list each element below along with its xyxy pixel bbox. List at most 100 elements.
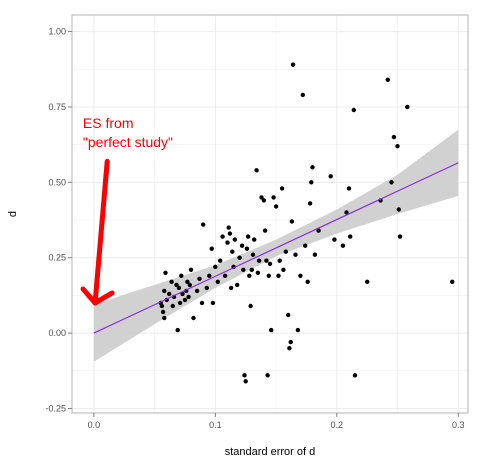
data-point	[176, 285, 182, 291]
data-point	[215, 279, 220, 284]
data-point	[237, 255, 242, 260]
data-point	[269, 327, 274, 333]
data-point	[450, 279, 455, 284]
data-point	[300, 92, 305, 98]
data-point	[352, 373, 358, 378]
data-point	[348, 234, 353, 239]
data-point	[312, 252, 318, 257]
data-point	[395, 144, 400, 149]
data-point	[283, 249, 288, 254]
data-point	[228, 285, 234, 291]
x-tick-label: 0.1	[209, 420, 222, 430]
data-point	[397, 234, 403, 239]
data-point	[185, 279, 190, 284]
data-point	[396, 207, 401, 212]
data-points	[158, 62, 455, 384]
data-point	[328, 174, 333, 179]
data-point	[169, 279, 174, 284]
data-point	[261, 198, 267, 203]
data-point	[245, 234, 251, 239]
data-point	[222, 273, 228, 278]
x-tick-label: 0.0	[88, 420, 101, 430]
data-point	[365, 279, 370, 284]
data-point	[255, 270, 261, 275]
fit-line-group	[93, 162, 459, 334]
fit-line	[93, 162, 459, 334]
data-point	[281, 267, 286, 272]
data-point	[243, 379, 248, 384]
data-point	[167, 291, 172, 297]
data-point	[340, 243, 346, 248]
data-point	[305, 279, 310, 284]
data-point	[262, 228, 268, 233]
data-point	[213, 264, 218, 269]
x-tick-label: 0.3	[452, 420, 465, 430]
y-axis-title: d	[7, 211, 19, 217]
data-point	[405, 104, 410, 110]
data-point	[241, 267, 246, 272]
data-point	[227, 231, 233, 236]
y-tick-label: 0.00	[48, 328, 66, 338]
data-point	[290, 62, 296, 67]
data-point	[209, 246, 214, 251]
data-point	[201, 222, 206, 227]
data-point	[310, 165, 315, 170]
data-point	[250, 252, 256, 257]
data-point	[220, 234, 225, 239]
data-point	[256, 258, 262, 263]
data-point	[162, 315, 167, 321]
data-point	[177, 300, 183, 306]
data-point	[252, 237, 257, 242]
data-point	[248, 303, 253, 309]
x-axis-title: standard error of d	[225, 446, 316, 458]
y-axis: -0.25 0.00 0.25 0.50 0.75 1.00	[45, 27, 72, 413]
x-tick-label: 0.2	[331, 420, 344, 430]
annotation-group: ES from "perfect study"	[80, 115, 173, 306]
data-point	[288, 339, 293, 345]
panel-border	[71, 14, 469, 414]
data-point	[266, 273, 271, 278]
data-point	[194, 288, 200, 294]
data-point	[254, 168, 259, 173]
data-point	[276, 273, 281, 278]
data-point	[265, 373, 270, 378]
data-point	[316, 228, 321, 233]
data-point	[170, 303, 175, 309]
x-axis: 0.0 0.1 0.2 0.3	[88, 413, 465, 430]
data-point	[232, 237, 237, 242]
data-point	[295, 327, 301, 333]
data-point	[179, 273, 184, 278]
data-point	[174, 282, 179, 288]
y-tick-label: -0.25	[45, 403, 66, 413]
data-point	[199, 300, 205, 306]
data-point	[188, 267, 194, 272]
confidence-band	[93, 129, 459, 362]
data-point	[389, 180, 394, 185]
annotation-text: "perfect study"	[83, 134, 173, 150]
data-point	[242, 373, 247, 378]
data-point	[289, 219, 295, 224]
data-point	[351, 107, 356, 113]
y-tick-label: 0.50	[48, 177, 66, 187]
y-tick-label: 1.00	[48, 27, 66, 37]
y-tick-label: 0.75	[48, 102, 66, 112]
data-point	[162, 288, 167, 294]
data-point	[160, 309, 166, 315]
data-point	[249, 267, 254, 272]
data-point	[159, 303, 165, 309]
data-point	[226, 225, 231, 230]
data-point	[197, 276, 202, 281]
data-point	[186, 294, 191, 300]
data-point	[191, 315, 196, 321]
annotation-arrow-head	[80, 286, 115, 306]
data-point	[303, 243, 308, 248]
data-point	[264, 258, 269, 263]
data-point	[391, 134, 397, 140]
data-point	[204, 285, 209, 291]
data-point	[273, 204, 279, 209]
data-point	[307, 201, 313, 206]
data-point	[385, 77, 390, 83]
data-point	[271, 195, 276, 200]
data-point	[239, 243, 245, 248]
